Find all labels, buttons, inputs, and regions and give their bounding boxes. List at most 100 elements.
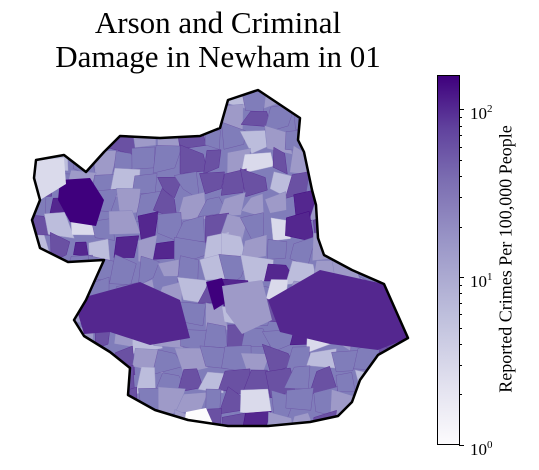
map-region bbox=[44, 90, 74, 109]
map-region bbox=[240, 193, 265, 218]
map-region bbox=[134, 101, 162, 130]
map-region bbox=[176, 90, 207, 110]
colorbar-minor-tick bbox=[459, 197, 462, 199]
map-region bbox=[285, 387, 314, 411]
map-region bbox=[397, 102, 408, 130]
map-region bbox=[157, 90, 183, 109]
map-region bbox=[394, 210, 408, 240]
map-region bbox=[152, 101, 185, 130]
map-region bbox=[157, 176, 184, 199]
colorbar-minor-tick bbox=[459, 176, 462, 178]
map-region bbox=[44, 211, 75, 239]
map-region bbox=[88, 415, 119, 426]
map-region bbox=[400, 130, 408, 155]
colorbar-minor-tick bbox=[459, 327, 462, 329]
map-region bbox=[45, 262, 74, 287]
title-line-1: Arson and Criminal bbox=[94, 5, 342, 40]
map-region bbox=[293, 106, 310, 131]
colorbar-tick-label: 101 bbox=[470, 268, 493, 291]
tick-label-base: 10 bbox=[470, 104, 487, 124]
map-region bbox=[203, 322, 228, 349]
map-region bbox=[399, 413, 408, 426]
map-region bbox=[32, 343, 49, 370]
map-region bbox=[70, 125, 94, 149]
map-region bbox=[152, 145, 183, 174]
map-region bbox=[32, 121, 50, 148]
map-region bbox=[32, 90, 48, 111]
colorbar-minor-tick bbox=[459, 343, 462, 345]
map-region bbox=[330, 167, 357, 200]
colorbar-minor-tick bbox=[459, 303, 462, 305]
map-region bbox=[311, 90, 330, 104]
map-region bbox=[32, 386, 51, 419]
map-region bbox=[85, 365, 120, 395]
map-region bbox=[329, 233, 362, 263]
colorbar-label: Reported Crimes Per 100,000 People bbox=[495, 125, 516, 393]
map-region bbox=[203, 149, 222, 175]
map-region bbox=[174, 347, 209, 374]
map-region bbox=[240, 212, 264, 241]
map-region bbox=[221, 412, 246, 426]
map-region bbox=[267, 239, 288, 260]
map-region bbox=[131, 146, 156, 170]
tick-label-base: 10 bbox=[470, 272, 487, 292]
map-region bbox=[173, 215, 205, 242]
map-region bbox=[87, 90, 115, 106]
tick-label-base: 10 bbox=[470, 440, 487, 459]
map-region bbox=[397, 90, 408, 107]
title-line-2: Damage in Newham in 01 bbox=[55, 39, 381, 74]
map-region bbox=[360, 121, 375, 148]
map-region bbox=[69, 365, 95, 398]
map-region bbox=[394, 148, 408, 172]
map-region bbox=[32, 364, 54, 393]
map-region-central-light bbox=[222, 280, 272, 334]
map-region bbox=[108, 90, 135, 112]
colorbar-minor-tick bbox=[459, 284, 462, 286]
colorbar-minor-tick bbox=[459, 135, 462, 137]
map-region bbox=[32, 298, 53, 326]
map-region bbox=[197, 371, 224, 394]
tick-label-exponent: 0 bbox=[487, 439, 493, 451]
borough-outline bbox=[30, 88, 410, 428]
map-region bbox=[335, 190, 360, 220]
map-region bbox=[312, 232, 337, 261]
map-region bbox=[329, 216, 355, 243]
colorbar-minor-tick bbox=[459, 394, 462, 396]
map-region bbox=[116, 188, 141, 215]
map-region bbox=[329, 126, 361, 146]
map-region bbox=[138, 255, 160, 287]
map-region bbox=[65, 342, 99, 371]
map-region bbox=[91, 100, 117, 131]
map-region bbox=[329, 147, 357, 173]
map-region bbox=[272, 146, 288, 175]
map-region bbox=[73, 241, 89, 257]
map-region bbox=[32, 320, 53, 350]
map-region bbox=[176, 103, 203, 128]
map-region bbox=[335, 372, 356, 392]
tick-label-exponent: 2 bbox=[487, 103, 493, 116]
map-region bbox=[115, 101, 135, 129]
map-region bbox=[375, 148, 403, 168]
map-region bbox=[372, 171, 406, 200]
colorbar-minor-tick bbox=[459, 146, 462, 148]
map-region bbox=[284, 90, 310, 101]
colorbar bbox=[437, 75, 460, 445]
map-region bbox=[356, 236, 377, 262]
map-region bbox=[399, 238, 408, 261]
map-region bbox=[50, 416, 76, 426]
map-region-southwest-high bbox=[74, 282, 190, 345]
map-region bbox=[71, 391, 95, 420]
map-region-northwest-low bbox=[34, 158, 66, 200]
map-region bbox=[354, 197, 376, 222]
map-region bbox=[32, 256, 49, 287]
map-title: Arson and Criminal Damage in Newham in 0… bbox=[0, 6, 436, 74]
map-region-southeast-high bbox=[268, 270, 408, 350]
map-region bbox=[331, 350, 361, 372]
map-region bbox=[241, 410, 272, 426]
map-region bbox=[32, 411, 50, 426]
colorbar-tick-label: 100 bbox=[470, 436, 493, 459]
map-region bbox=[372, 412, 403, 426]
map-region bbox=[372, 123, 402, 151]
map-region bbox=[373, 387, 403, 409]
map-region bbox=[221, 121, 246, 150]
